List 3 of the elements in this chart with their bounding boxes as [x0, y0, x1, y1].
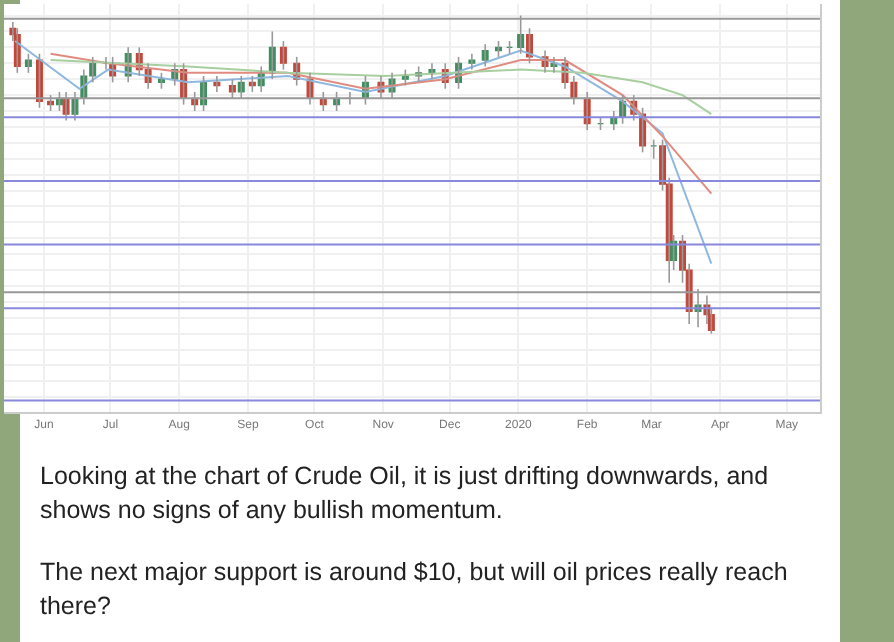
candlestick — [24, 52, 32, 74]
text: Looking at the chart of Crude Oil, it is just drifting downwards, and shows no signs of any bullish momentum. — [40, 460, 771, 528]
text: The next major support is around $10, but will oil prices really reach there? — [40, 556, 790, 624]
